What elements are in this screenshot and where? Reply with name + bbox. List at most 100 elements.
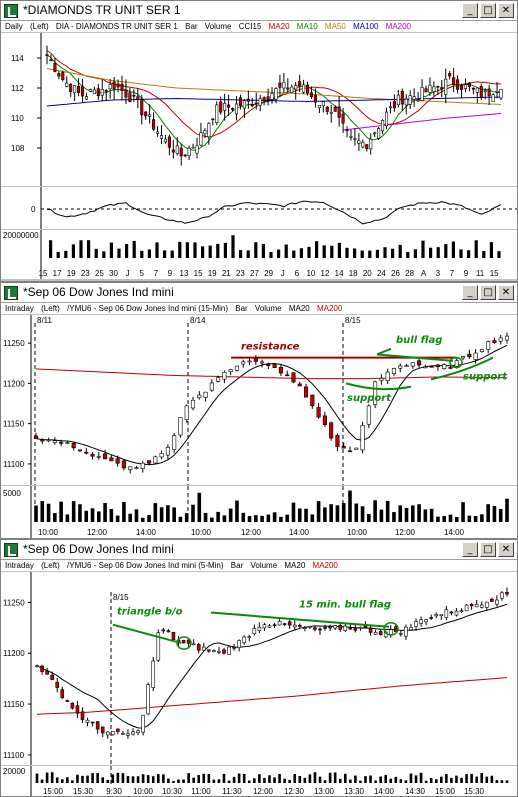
price-bar [159,453,164,458]
minimize-button[interactable]: _ [462,3,478,18]
volume-bar [322,245,326,258]
title-bar[interactable]: *Sep 06 Dow Jones Ind mini _ □ ✕ [1,283,517,303]
volume-bar [413,249,417,258]
volume-bar [151,776,155,783]
price-bar [171,632,176,640]
price-bar [460,356,466,359]
title-bar[interactable]: *Sep 06 Dow Jones Ind mini _ □ ✕ [1,540,517,560]
price-bar [338,625,343,630]
volume-bar [155,242,159,258]
time-tick-label: 11:30 [222,787,242,796]
price-tick-label: 110 [11,114,24,123]
cci-pane[interactable]: 0 [1,186,517,229]
volume-bar [474,240,478,258]
volume-bar [167,778,170,783]
volume-bar [434,779,438,783]
price-bar [358,626,363,629]
volume-bar [64,250,68,258]
volume-bar [436,247,440,258]
volume-bar [394,776,398,783]
volume-bar [359,780,362,783]
price-bar [325,106,329,112]
price-bar [50,674,54,680]
volume-bar [392,512,396,522]
time-tick-label: 12:00 [395,528,416,537]
volume-bar [162,774,165,783]
volume-bar [187,773,190,783]
ma200-label: MA200 [316,304,343,313]
price-bar [469,603,474,607]
maximize-button[interactable]: □ [480,3,496,18]
price-tick-label: 11200 [3,649,25,658]
ma20-label: MA20 [288,304,310,313]
volume-bar [159,507,164,522]
volume-pane[interactable]: 20000 15:00 15:30 9:30 10:00 10:30 11:00 11:30 1… [1,765,517,796]
price-pane[interactable]: 11250 11200 11150 11100 8/15 triangle b/o 15 m… [1,572,517,765]
price-bar [70,702,75,709]
time-tick-label: 10:00 [133,787,154,796]
symbol-label: /YMU6 - Sep 06 Dow Jones Ind mini (15-Mi… [67,304,228,313]
ma100-label: MA100 [353,22,379,31]
price-bar [490,598,494,602]
minimize-button[interactable]: _ [462,285,478,300]
volume-bar [398,244,402,258]
price-bar [247,636,252,639]
volume-bar [445,773,448,783]
close-button[interactable]: ✕ [498,542,514,557]
volume-bar [475,776,478,783]
maximize-button[interactable]: □ [480,542,496,557]
support-annotation: support [347,393,392,404]
price-pane[interactable]: 11250 11200 11150 11100 8/11 8/14 8/15 resistan… [1,315,517,485]
volume-bar [417,504,421,522]
volume-bar [140,517,145,522]
volume-bar [109,242,113,258]
volume-pane[interactable]: 5000 10:00 12:00 14:00 10:00 12:00 14:00 10:00 1… [1,485,517,538]
volume-bar [406,251,410,258]
volume-bar [482,251,486,258]
price-bar [45,54,49,56]
volume-bar [261,243,265,258]
fifteen-min-chart-window[interactable]: *Sep 06 Dow Jones Ind mini _ □ ✕ Intrada… [0,282,518,539]
price-bar [187,147,191,156]
price-bar [128,466,133,470]
five-min-chart-window[interactable]: *Sep 06 Dow Jones Ind mini _ □ ✕ Intrada… [0,539,518,797]
price-tick-label: 11200 [3,379,25,388]
volume-bar [375,249,379,258]
price-bar [306,84,310,94]
price-bar [203,391,208,398]
volume-bar [461,502,465,522]
volume-bar [241,512,246,522]
volume-bar [79,240,83,258]
price-bar [112,81,116,90]
volume-bar [117,248,121,258]
maximize-button[interactable]: □ [480,285,496,300]
price-bar [216,377,221,382]
price-bar [392,101,396,109]
volume-bar [419,772,423,783]
bull-flag-line [210,611,390,628]
volume-bar [197,492,202,522]
volume-bar [423,509,428,522]
ma200-label: MA200 [312,561,338,570]
cci-tick-label: 0 [31,205,36,214]
close-button[interactable]: ✕ [498,3,514,18]
price-bar [181,639,186,644]
price-bar [116,728,120,732]
price-bar [212,650,216,652]
chart-app-icon [4,4,18,18]
price-bar [414,621,418,627]
daily-chart-window[interactable]: *DIAMONDS TR UNIT SER 1 _ □ ✕ Daily (Lef… [0,0,518,282]
ma50-line [46,68,502,105]
price-bar [105,731,110,736]
price-bar [373,632,378,635]
volume-bar [201,246,205,258]
cci-line [46,200,502,225]
title-bar[interactable]: *DIAMONDS TR UNIT SER 1 _ □ ✕ [1,1,517,21]
minimize-button[interactable]: _ [462,542,478,557]
close-button[interactable]: ✕ [498,285,514,300]
price-bar [59,441,64,444]
price-pane[interactable]: 114 112 110 108 [1,33,517,186]
price-bar [209,382,214,391]
volume-bar [87,240,91,258]
